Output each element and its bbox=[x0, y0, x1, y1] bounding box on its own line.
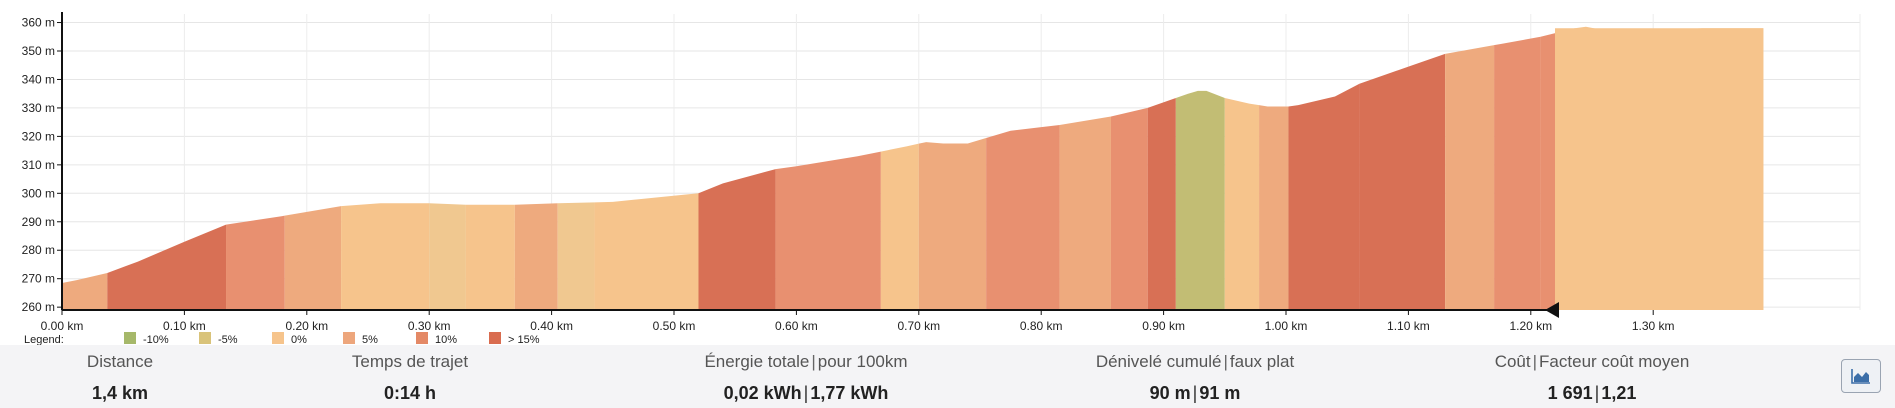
y-tick-label: 330 m bbox=[22, 101, 55, 115]
legend-label: -5% bbox=[218, 334, 238, 345]
position-marker-icon bbox=[1545, 302, 1559, 318]
legend-title: Legend: bbox=[24, 334, 64, 345]
legend-label: > 15% bbox=[508, 334, 540, 345]
x-tick-label: 1.00 km bbox=[1265, 319, 1308, 333]
separator: | bbox=[1532, 352, 1538, 371]
x-tick-label: 1.10 km bbox=[1387, 319, 1430, 333]
elevation-segment bbox=[1059, 116, 1111, 310]
elevation-segment bbox=[1359, 53, 1446, 310]
stat-travel-time-value: 0:14 h bbox=[383, 383, 437, 403]
stat-energy-sublabel: pour 100km bbox=[817, 352, 908, 371]
area-chart-icon bbox=[1851, 369, 1870, 384]
stat-energy-value: 0,02 kWh bbox=[723, 383, 802, 403]
elevation-segment bbox=[284, 206, 342, 310]
elevation-segment bbox=[1494, 36, 1541, 311]
stat-elevation-subvalue: 91 m bbox=[1199, 383, 1241, 403]
elevation-segment bbox=[514, 203, 558, 310]
stat-distance: Distance 1,4 km bbox=[0, 351, 280, 404]
elevation-segment bbox=[880, 143, 919, 310]
elevation-segment bbox=[1110, 107, 1148, 310]
x-tick-label: 0.90 km bbox=[1142, 319, 1185, 333]
elevation-segment bbox=[918, 138, 987, 310]
elevation-chart-svg: 260 m 270 m 280 m 290 m 300 m 310 m 320 m 330 m… bbox=[22, 12, 1861, 345]
stat-energy: Énergie totale | pour 100km 0,02 kWh | 1,77 … bbox=[646, 351, 966, 404]
x-tick-label: 1.30 km bbox=[1632, 319, 1675, 333]
x-tick-label: 0.50 km bbox=[653, 319, 696, 333]
stats-bar: Distance 1,4 km Temps de trajet 0:14 h É… bbox=[0, 345, 1895, 408]
elevation-segment bbox=[1147, 97, 1176, 310]
elevation-segment bbox=[341, 203, 430, 310]
elevation-chart: 260 m 270 m 280 m 290 m 300 m 310 m 320 m 330 m… bbox=[22, 12, 1861, 345]
y-tick-label: 360 m bbox=[22, 16, 55, 30]
legend-swatch bbox=[124, 332, 136, 344]
legend-swatch bbox=[416, 332, 428, 344]
stat-travel-time-label: Temps de trajet bbox=[351, 352, 469, 371]
separator: | bbox=[1594, 383, 1600, 403]
elevation-segment bbox=[62, 273, 108, 310]
legend-label: 5% bbox=[362, 334, 378, 345]
stat-cost: Coût | Facteur coût moyen 1 691 | 1,21 bbox=[1432, 351, 1752, 404]
y-tick-label: 320 m bbox=[22, 129, 55, 143]
elevation-segment bbox=[1175, 90, 1225, 310]
legend-swatch bbox=[272, 332, 284, 344]
separator: | bbox=[811, 352, 816, 371]
x-tick-label: 0.80 km bbox=[1020, 319, 1063, 333]
y-tick-label: 280 m bbox=[22, 243, 55, 257]
elevation-segment bbox=[594, 193, 699, 310]
elevation-segment bbox=[986, 125, 1060, 310]
stat-elevation: Dénivelé cumulé | faux plat 90 m | 91 m bbox=[1035, 351, 1355, 404]
stat-cost-subvalue: 1,21 bbox=[1601, 383, 1637, 403]
chart-view-button[interactable] bbox=[1841, 359, 1881, 393]
legend-swatch bbox=[199, 332, 211, 344]
stat-travel-time: Temps de trajet 0:14 h bbox=[250, 351, 570, 404]
y-tick-label: 350 m bbox=[22, 44, 55, 58]
legend-swatch bbox=[489, 332, 501, 344]
legend-label: -10% bbox=[143, 334, 169, 345]
separator: | bbox=[1192, 383, 1198, 403]
x-tick-label: 0.40 km bbox=[530, 319, 573, 333]
separator: | bbox=[803, 383, 809, 403]
elevation-segment bbox=[1445, 45, 1495, 310]
elevation-segment bbox=[557, 202, 595, 310]
stat-distance-value: 1,4 km bbox=[91, 383, 149, 403]
elevation-segment bbox=[775, 151, 881, 310]
stat-elevation-value: 90 m bbox=[1149, 383, 1191, 403]
x-tick-label: 1.20 km bbox=[1509, 319, 1552, 333]
elevation-segment bbox=[698, 169, 776, 310]
y-tick-label: 300 m bbox=[22, 186, 55, 200]
elevation-segment bbox=[1555, 28, 1764, 310]
y-tick-label: 340 m bbox=[22, 72, 55, 86]
stat-energy-subvalue: 1,77 kWh bbox=[810, 383, 889, 403]
legend-label: 10% bbox=[435, 334, 457, 345]
x-tick-label: 0.20 km bbox=[285, 319, 328, 333]
legend-label: 0% bbox=[291, 334, 307, 345]
x-tick-label: 0.70 km bbox=[897, 319, 940, 333]
separator: | bbox=[1223, 352, 1228, 371]
legend-swatch bbox=[343, 332, 355, 344]
elevation-segment bbox=[1259, 105, 1289, 310]
x-tick-label: 0.30 km bbox=[408, 319, 451, 333]
elevation-segment bbox=[107, 224, 227, 310]
y-tick-label: 260 m bbox=[22, 300, 55, 314]
stat-elevation-sublabel: faux plat bbox=[1229, 352, 1295, 371]
stat-cost-label: Coût bbox=[1494, 352, 1531, 371]
stat-cost-sublabel: Facteur coût moyen bbox=[1539, 352, 1690, 371]
stat-elevation-label: Dénivelé cumulé bbox=[1095, 352, 1222, 371]
elevation-segment bbox=[429, 203, 466, 310]
elevation-segment bbox=[226, 215, 285, 310]
elevation-segment bbox=[465, 204, 515, 310]
elevation-segment bbox=[1224, 97, 1260, 310]
x-tick-label: 0.60 km bbox=[775, 319, 818, 333]
x-tick-label: 0.00 km bbox=[41, 319, 84, 333]
y-tick-label: 290 m bbox=[22, 215, 55, 229]
stat-distance-label: Distance bbox=[86, 352, 154, 371]
elevation-segment bbox=[1288, 83, 1360, 310]
stat-energy-label: Énergie totale bbox=[704, 352, 810, 371]
y-tick-label: 270 m bbox=[22, 272, 55, 286]
stat-cost-value: 1 691 bbox=[1547, 383, 1593, 403]
y-tick-label: 310 m bbox=[22, 158, 55, 172]
x-tick-label: 0.10 km bbox=[163, 319, 206, 333]
